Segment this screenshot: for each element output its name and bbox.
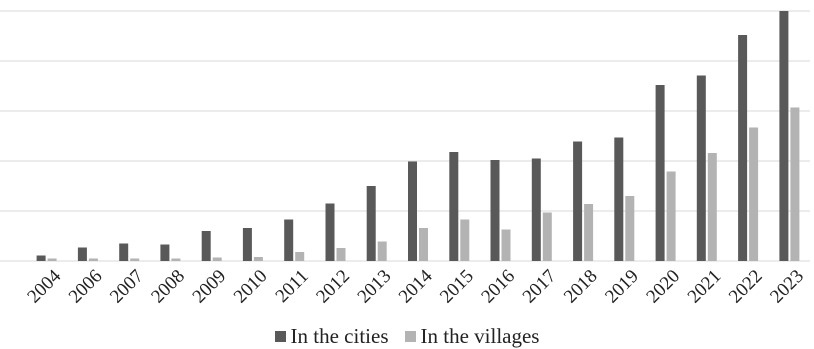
x-tick-label-2010: 2010	[230, 266, 272, 308]
x-tick-label-2015: 2015	[436, 266, 478, 308]
x-tick-label-2016: 2016	[477, 266, 519, 308]
bar-villages-2009	[212, 257, 222, 261]
bar-cities-2017	[531, 158, 541, 261]
bar-villages-2014	[419, 228, 428, 261]
x-tick-label-2020: 2020	[642, 266, 684, 308]
x-tick-label-2009: 2009	[189, 266, 231, 308]
bar-villages-2006	[88, 258, 98, 261]
bar-cities-2018	[573, 141, 583, 261]
legend-label-cities: In the cities	[290, 324, 389, 348]
legend-swatch-cities	[274, 331, 286, 342]
bar-cities-2021	[696, 75, 706, 261]
x-tick-label-2007: 2007	[106, 266, 148, 308]
bar-villages-2013	[377, 241, 387, 261]
bar-villages-2010	[253, 257, 263, 261]
bar-villages-2023	[790, 107, 800, 261]
legend-item-cities: In the cities	[274, 324, 389, 349]
bar-villages-2018	[584, 204, 594, 261]
x-tick-label-2011: 2011	[272, 266, 313, 307]
bars	[36, 11, 800, 261]
bar-cities-2014	[408, 161, 417, 261]
bar-cities-2022	[738, 35, 748, 261]
gridlines	[0, 10, 810, 262]
bar-cities-2012	[325, 203, 335, 261]
x-tick-label-2008: 2008	[147, 266, 189, 308]
bar-villages-2015	[460, 219, 470, 261]
legend: In the cities In the villages	[0, 324, 814, 349]
bar-cities-2009	[201, 231, 211, 261]
x-tick-label-2012: 2012	[312, 266, 354, 308]
x-tick-label-2023: 2023	[766, 266, 808, 308]
x-tick-label-2021: 2021	[684, 266, 726, 308]
legend-item-villages: In the villages	[404, 324, 540, 349]
x-tick-label-2022: 2022	[725, 266, 767, 308]
bar-cities-2015	[449, 152, 459, 261]
bar-villages-2008	[171, 258, 181, 261]
bar-cities-2007	[119, 243, 129, 261]
bar-cities-2010	[242, 228, 252, 261]
x-tick-label-2019: 2019	[601, 266, 643, 308]
bar-villages-2011	[295, 252, 305, 261]
bar-villages-2019	[625, 196, 635, 261]
bar-chart: 2004 2006 2007 2008 2009 2010 2011 2012 2013 2014…	[0, 10, 810, 307]
bar-cities-2013	[366, 186, 376, 261]
legend-label-villages: In the villages	[420, 324, 540, 348]
x-tick-label-2006: 2006	[65, 266, 107, 308]
bar-villages-2021	[707, 153, 717, 261]
bar-cities-2016	[490, 160, 500, 261]
x-axis-tick-labels: 2004 2006 2007 2008 2009 2010 2011 2012 2013 2014…	[23, 265, 807, 307]
legend-swatch-villages	[404, 331, 416, 342]
bar-cities-2008	[160, 244, 170, 261]
bar-cities-2006	[77, 247, 87, 261]
bar-cities-2020	[655, 85, 665, 261]
bar-villages-2012	[336, 248, 346, 261]
bar-villages-2016	[501, 229, 511, 261]
x-tick-label-2017: 2017	[519, 266, 561, 308]
x-tick-label-2014: 2014	[395, 265, 437, 307]
bar-villages-2017	[542, 212, 552, 261]
x-tick-label-2013: 2013	[354, 266, 396, 308]
x-tick-label-2004: 2004	[23, 265, 65, 307]
bar-villages-2020	[666, 171, 676, 261]
bar-villages-2007	[130, 258, 140, 261]
bar-villages-2022	[749, 127, 759, 261]
bar-cities-2004	[36, 255, 46, 261]
x-tick-label-2018: 2018	[560, 266, 602, 308]
bar-villages-2004	[47, 258, 57, 261]
bar-cities-2011	[284, 219, 294, 261]
bar-cities-2019	[614, 137, 624, 261]
bar-cities-2023	[779, 11, 789, 261]
